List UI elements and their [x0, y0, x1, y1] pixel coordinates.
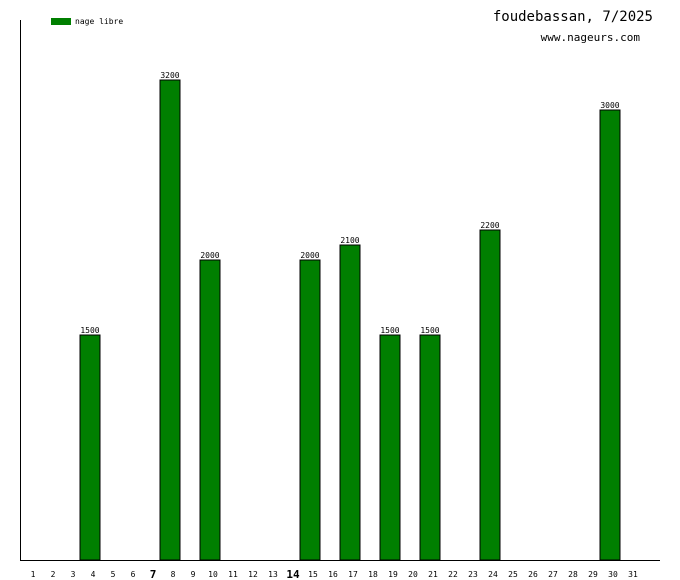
bar-day-23: [479, 229, 501, 561]
x-tick-label-9: 9: [191, 570, 196, 579]
x-tick-label-26: 26: [528, 570, 538, 579]
bar-day-9: [199, 259, 221, 561]
x-tick-label-6: 6: [131, 570, 136, 579]
x-tick-label-5: 5: [111, 570, 116, 579]
x-tick-label-13: 13: [268, 570, 278, 579]
x-tick-label-8: 8: [171, 570, 176, 579]
site-url: www.nageurs.com: [540, 31, 640, 44]
value-label-day-20: 1500: [420, 326, 439, 335]
x-tick-label-14: 14: [286, 568, 300, 580]
value-label-day-7: 3200: [160, 71, 179, 80]
x-tick-label-25: 25: [508, 570, 518, 579]
x-tick-label-28: 28: [568, 570, 578, 579]
x-tick-label-10: 10: [208, 570, 218, 579]
x-tick-label-4: 4: [91, 570, 96, 579]
bars-group: [79, 79, 621, 561]
x-tick-labels-group: 1 2 3 4 5 6 7 8 9 10 11 12 13 14 15 16 17 18 19 20 21 22 23 24 2…: [31, 568, 638, 580]
bar-day-14: [299, 259, 321, 561]
x-tick-label-3: 3: [71, 570, 76, 579]
legend: nage libre: [51, 17, 123, 26]
legend-label: nage libre: [75, 17, 124, 26]
x-tick-label-21: 21: [428, 570, 438, 579]
x-tick-label-24: 24: [488, 570, 498, 579]
bar-day-3: [79, 334, 101, 561]
x-tick-label-16: 16: [328, 570, 338, 579]
bar-day-20: [419, 334, 441, 561]
bar-day-16: [339, 244, 361, 561]
x-tick-label-12: 12: [248, 570, 258, 579]
value-label-day-29: 3000: [600, 101, 619, 110]
x-tick-label-1: 1: [31, 570, 36, 579]
value-label-day-9: 2000: [200, 251, 219, 260]
bar-day-18: [379, 334, 401, 561]
x-tick-label-17: 17: [348, 570, 358, 579]
x-tick-label-27: 27: [548, 570, 558, 579]
x-tick-label-22: 22: [448, 570, 458, 579]
x-tick-label-11: 11: [228, 570, 238, 579]
bar-day-7: [159, 79, 181, 561]
value-label-day-3: 1500: [80, 326, 99, 335]
x-tick-label-7: 7: [150, 568, 157, 580]
value-label-day-16: 2100: [340, 236, 359, 245]
bar-day-29: [599, 109, 621, 561]
x-tick-label-29: 29: [588, 570, 598, 579]
x-tick-label-23: 23: [468, 570, 478, 579]
x-tick-label-18: 18: [368, 570, 378, 579]
value-labels-group: 1500 3200 2000 2000 2100 1500 1500 2200 3000: [80, 71, 619, 335]
x-tick-label-30: 30: [608, 570, 618, 579]
x-tick-label-2: 2: [51, 570, 56, 579]
value-label-day-14: 2000: [300, 251, 319, 260]
legend-swatch: [51, 18, 71, 25]
x-tick-label-31: 31: [628, 570, 638, 579]
value-label-day-18: 1500: [380, 326, 399, 335]
x-tick-label-19: 19: [388, 570, 398, 579]
x-tick-label-20: 20: [408, 570, 418, 579]
x-tick-label-15: 15: [308, 570, 318, 579]
value-label-day-23: 2200: [480, 221, 499, 230]
chart-title: foudebassan, 7/2025: [492, 9, 653, 25]
